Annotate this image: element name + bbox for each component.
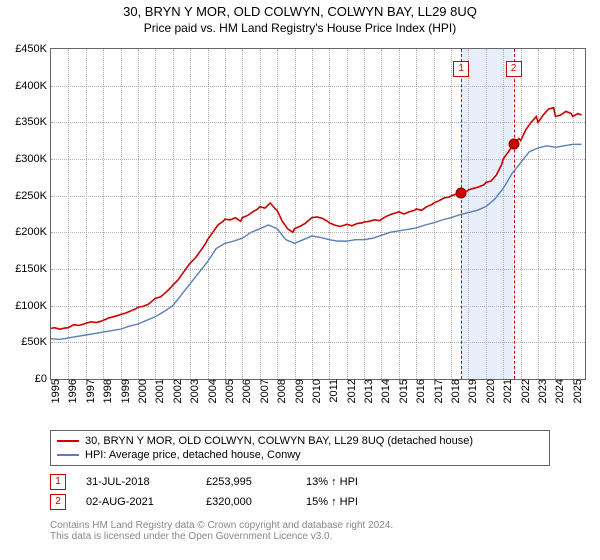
plot-area: £0£50K£100K£150K£200K£250K£300K£350K£400… [50,48,586,380]
sale-index-box: 2 [50,494,66,510]
xtick-label: 2021 [500,379,514,403]
xtick-label: 2003 [187,379,201,403]
xtick-label: 2010 [309,379,323,403]
sale-index-box: 1 [50,474,66,490]
xtick-label: 1998 [100,379,114,403]
xtick-label: 2014 [378,379,392,403]
chart-subtitle: Price paid vs. HM Land Registry's House … [0,19,600,35]
xtick-label: 2009 [292,379,306,403]
series-svg [51,49,585,379]
xtick-label: 2025 [570,379,584,403]
legend-label: 30, BRYN Y MOR, OLD COLWYN, COLWYN BAY, … [85,435,473,447]
legend: 30, BRYN Y MOR, OLD COLWYN, COLWYN BAY, … [50,430,550,466]
xtick-label: 2008 [274,379,288,403]
xtick-label: 2006 [239,379,253,403]
xtick-label: 2024 [552,379,566,403]
xtick-label: 2005 [222,379,236,403]
xtick-label: 2012 [344,379,358,403]
ytick-label: £300K [15,153,51,165]
chart-title: 30, BRYN Y MOR, OLD COLWYN, COLWYN BAY, … [0,0,600,19]
sale-date: 02-AUG-2021 [86,496,186,508]
series-property [51,108,582,329]
xtick-label: 2002 [170,379,184,403]
ytick-label: £150K [15,263,51,275]
sale-row: 1 31-JUL-2018 £253,995 13% ↑ HPI [50,472,550,492]
sale-point-marker [456,187,467,198]
ytick-label: £200K [15,226,51,238]
chart-area: £0£50K£100K£150K£200K£250K£300K£350K£400… [0,40,600,420]
sale-row: 2 02-AUG-2021 £320,000 15% ↑ HPI [50,492,550,512]
ytick-label: £400K [15,80,51,92]
footer-line-1: Contains HM Land Registry data © Crown c… [50,520,570,531]
legend-swatch [57,440,79,442]
xtick-label: 2013 [361,379,375,403]
sale-date: 31-JUL-2018 [86,476,186,488]
xtick-label: 2007 [257,379,271,403]
footer-attribution: Contains HM Land Registry data © Crown c… [50,520,570,542]
ytick-label: £450K [15,43,51,55]
xtick-label: 2019 [465,379,479,403]
legend-swatch [57,454,79,456]
legend-row: 30, BRYN Y MOR, OLD COLWYN, COLWYN BAY, … [57,434,543,448]
sale-hpi-delta: 15% ↑ HPI [306,496,386,508]
ytick-label: £250K [15,190,51,202]
xtick-label: 2011 [326,379,340,403]
legend-label: HPI: Average price, detached house, Conw… [85,449,301,461]
xtick-label: 1999 [118,379,132,403]
xtick-label: 2022 [518,379,532,403]
sale-point-marker [508,139,519,150]
ytick-label: £100K [15,300,51,312]
sale-price: £320,000 [206,496,286,508]
sales-table: 1 31-JUL-2018 £253,995 13% ↑ HPI 2 02-AUG-202… [50,472,550,512]
xtick-label: 1997 [83,379,97,403]
xtick-label: 1995 [48,379,62,403]
xtick-label: 2000 [135,379,149,403]
xtick-label: 2017 [431,379,445,403]
xtick-label: 2001 [152,379,166,403]
xtick-label: 2016 [413,379,427,403]
legend-row: HPI: Average price, detached house, Conw… [57,448,543,462]
xtick-label: 2020 [483,379,497,403]
sale-hpi-delta: 13% ↑ HPI [306,476,386,488]
footer-line-2: This data is licensed under the Open Gov… [50,531,570,542]
xtick-label: 2023 [535,379,549,403]
xtick-label: 2018 [448,379,462,403]
xtick-label: 2015 [396,379,410,403]
xtick-label: 1996 [65,379,79,403]
xtick-label: 2004 [205,379,219,403]
ytick-label: £350K [15,116,51,128]
ytick-label: £50K [21,336,51,348]
sale-price: £253,995 [206,476,286,488]
figure: 30, BRYN Y MOR, OLD COLWYN, COLWYN BAY, … [0,0,600,560]
